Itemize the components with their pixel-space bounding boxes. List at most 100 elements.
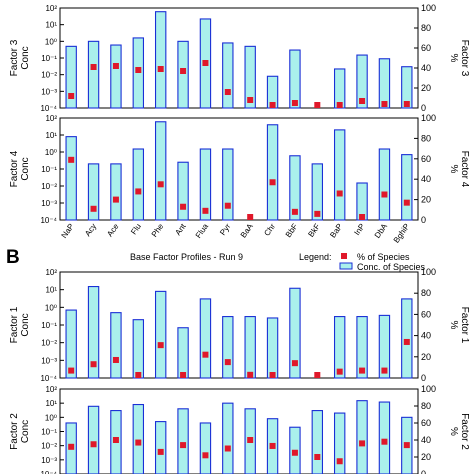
left-axis-title-unit: Conc — [20, 157, 31, 180]
left-tick-label: 10⁰ — [45, 148, 57, 157]
percent-marker-nap — [68, 156, 75, 163]
percent-marker-acy — [90, 64, 97, 70]
percent-marker-bkf — [314, 102, 321, 108]
left-tick-label: 10² — [45, 385, 57, 394]
percent-marker-dba — [381, 367, 388, 374]
category-label-bbf: BbF — [284, 222, 300, 239]
right-tick-label: 60 — [421, 154, 431, 164]
right-axis-title-factor: Factor 4 — [459, 151, 470, 188]
percent-marker-nap — [68, 93, 75, 99]
right-axis-title-unit: % — [448, 427, 459, 436]
left-axis-title-unit: Conc — [20, 46, 31, 69]
percent-marker-bbf — [291, 360, 298, 367]
right-tick-label: 100 — [421, 3, 436, 13]
conc-bar-bbf — [289, 155, 301, 221]
category-label-flua: Flua — [194, 222, 211, 240]
percent-marker-bbf — [291, 449, 298, 456]
conc-bar-pyr — [222, 402, 234, 474]
percent-marker-pyr — [224, 445, 231, 452]
percent-marker-baa — [247, 97, 254, 103]
percent-marker-flua — [202, 452, 209, 459]
left-tick-label: 10⁻⁴ — [40, 374, 57, 383]
percent-marker-ace — [112, 356, 119, 363]
category-label-pyr: Pyr — [218, 222, 232, 237]
right-tick-label: 40 — [421, 63, 431, 73]
category-label-baa: BaA — [239, 221, 255, 239]
conc-bar-ant — [177, 408, 189, 474]
right-axis-title-unit: % — [448, 165, 459, 174]
percent-marker-bbf — [291, 100, 298, 106]
right-tick-label: 100 — [421, 384, 436, 394]
conc-bar-phe — [154, 421, 167, 474]
conc-bar-bbf — [289, 49, 301, 109]
category-label-ace: Ace — [105, 222, 121, 239]
conc-bar-flu — [132, 319, 145, 379]
left-tick-label: 10⁻¹ — [41, 321, 57, 330]
percent-marker-flua — [202, 60, 209, 66]
panels-layer: 10² 10¹ 10⁰ 10⁻¹ 10⁻² 10⁻³ 10⁻⁴ 100 80 60 40 20 0 Fac… — [9, 3, 470, 474]
right-axis-title-unit: % — [448, 54, 459, 63]
legend-conc-label: Conc. of Species — [357, 262, 426, 272]
conc-bar-bkf — [311, 163, 324, 221]
right-tick-label: 40 — [421, 435, 431, 445]
left-tick-label: 10⁻¹ — [41, 165, 57, 174]
conc-bar-bbf — [289, 287, 301, 379]
left-tick-label: 10¹ — [45, 131, 57, 140]
conc-bar-acy — [87, 286, 100, 379]
category-label-dba: DbA — [373, 221, 390, 239]
conc-bar-bkf — [311, 410, 324, 474]
left-tick-label: 10² — [45, 268, 57, 277]
right-tick-label: 60 — [421, 418, 431, 428]
conc-bar-chr — [266, 317, 279, 379]
percent-marker-pyr — [224, 359, 231, 366]
percent-marker-nap — [68, 367, 75, 374]
percent-marker-flu — [135, 439, 142, 446]
percent-marker-ace — [112, 196, 119, 203]
left-tick-label: 10⁻¹ — [41, 54, 57, 63]
percent-marker-ace — [112, 437, 119, 443]
conc-bar-flu — [132, 148, 145, 221]
left-tick-label: 10² — [45, 4, 57, 13]
panel-factor-2: 10² 10¹ 10⁰ 10⁻¹ 10⁻² 10⁻³ 10⁻⁴ 100 80 60 40 20 0 Fac… — [9, 384, 470, 474]
conc-bar-acy — [87, 40, 100, 109]
category-label-bkf: BkF — [306, 222, 322, 239]
right-tick-label: 100 — [421, 267, 436, 277]
right-tick-label: 0 — [421, 215, 426, 225]
percent-marker-chr — [269, 372, 276, 378]
conc-bar-ant — [177, 161, 189, 221]
legend-title: Legend: — [299, 252, 332, 262]
percent-marker-flu — [135, 188, 142, 195]
right-tick-label: 20 — [421, 352, 431, 362]
conc-bar-pyr — [222, 42, 234, 109]
percent-marker-pyr — [224, 89, 231, 95]
conc-bar-nap — [65, 45, 77, 109]
conc-bar-bghip — [401, 154, 413, 221]
category-label-inp: InP — [352, 222, 366, 237]
conc-bar-phe — [154, 290, 167, 379]
left-tick-label: 10⁻³ — [41, 87, 57, 96]
percent-marker-bghip — [403, 338, 410, 345]
conc-bar-baa — [244, 45, 256, 109]
percent-marker-ant — [180, 372, 187, 378]
conc-bar-pyr — [222, 148, 234, 221]
left-tick-label: 10⁻⁴ — [40, 470, 57, 474]
percent-marker-bap — [336, 102, 343, 108]
left-tick-label: 10⁰ — [45, 303, 57, 312]
left-tick-label: 10⁰ — [45, 37, 57, 46]
percent-marker-flua — [202, 351, 209, 358]
category-label-flu: Flu — [129, 222, 143, 236]
conc-bar-ant — [177, 327, 189, 379]
right-axis-title-unit: % — [448, 321, 459, 330]
conc-bar-inp — [356, 400, 368, 474]
category-label-ant: Ant — [173, 221, 188, 237]
right-tick-label: 20 — [421, 83, 431, 93]
percent-marker-phe — [157, 342, 164, 349]
conc-bar-dba — [378, 148, 391, 221]
right-tick-label: 80 — [421, 133, 431, 143]
conc-bar-pyr — [222, 316, 234, 379]
percent-marker-bkf — [314, 210, 321, 217]
conc-bar-dba — [378, 401, 391, 474]
left-tick-label: 10² — [45, 114, 57, 123]
percent-marker-dba — [381, 438, 388, 445]
percent-marker-phe — [157, 66, 164, 72]
